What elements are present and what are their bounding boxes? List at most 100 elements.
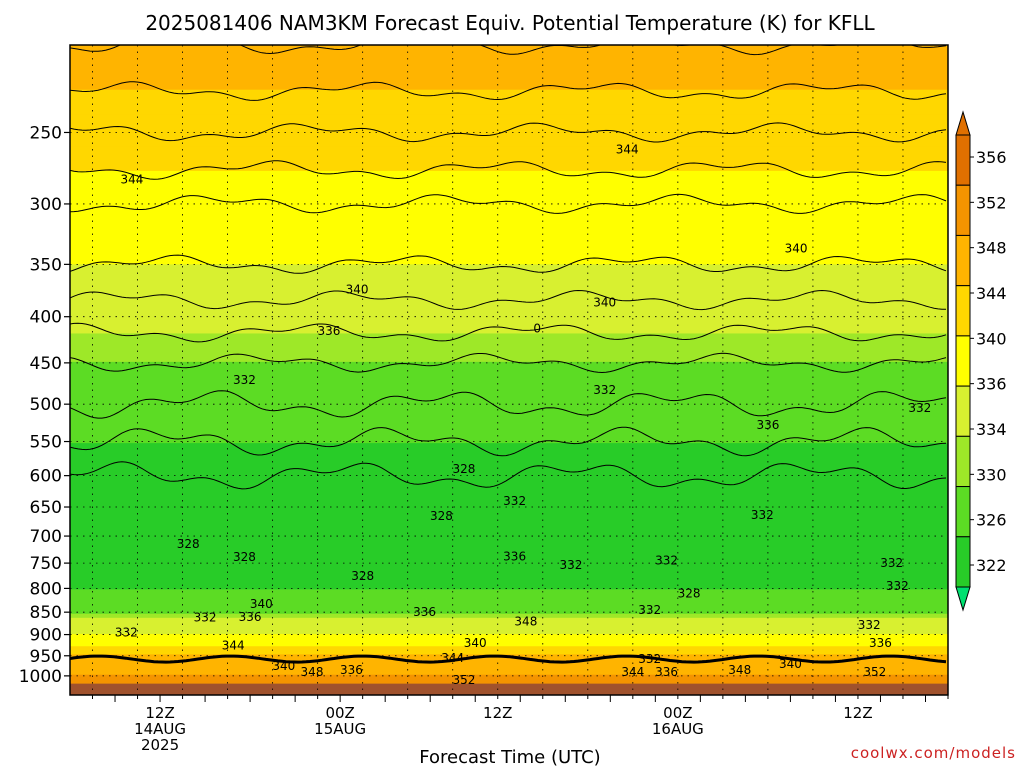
theta-e-band <box>70 569 948 574</box>
theta-e-band <box>70 556 948 562</box>
theta-e-band <box>70 288 948 294</box>
contour-line <box>70 193 947 214</box>
theta-e-band <box>70 621 948 627</box>
theta-e-band <box>70 207 948 213</box>
contour-label: 336 <box>869 636 892 650</box>
colorbar-label: 352 <box>976 193 1007 212</box>
y-tick-label: 650 <box>30 498 62 518</box>
theta-e-band <box>70 390 948 395</box>
contour-label: 340 <box>779 657 802 671</box>
colorbar-cell <box>955 285 971 337</box>
contour-label: 336 <box>413 605 436 619</box>
y-tick-label: 700 <box>30 527 62 547</box>
theta-e-band <box>70 170 948 176</box>
contour-label: 332 <box>503 494 526 508</box>
theta-e-band <box>70 646 948 651</box>
theta-e-band <box>70 447 948 452</box>
theta-e-band <box>70 248 948 253</box>
y-tick-label: 1000 <box>19 667 62 687</box>
theta-e-band <box>70 105 948 111</box>
theta-e-band <box>70 642 948 647</box>
theta-e-band <box>70 378 948 383</box>
theta-e-band <box>70 110 948 115</box>
theta-e-band <box>70 300 948 306</box>
theta-e-band <box>70 536 948 542</box>
theta-e-band <box>70 552 948 558</box>
theta-e-band <box>70 183 948 188</box>
colorbar-label: 326 <box>976 511 1007 530</box>
theta-e-band <box>70 451 948 456</box>
contour-label: 344 <box>120 173 143 187</box>
theta-e-band <box>70 475 948 481</box>
theta-e-band <box>70 325 948 330</box>
theta-e-band <box>70 418 948 424</box>
theta-e-band <box>70 175 948 180</box>
theta-e-band <box>70 89 948 95</box>
colorbar-cell <box>955 234 971 287</box>
y-tick-label: 900 <box>30 626 62 646</box>
theta-e-band <box>70 609 948 615</box>
theta-e-band <box>70 630 948 635</box>
theta-e-band <box>70 292 948 298</box>
contour-label: 340 <box>464 636 487 650</box>
y-axis: 250 300 350 400 450 500 550 600 650 700 750 800 850 9… <box>19 123 70 687</box>
y-tick-label: 800 <box>30 579 62 599</box>
contour-line <box>70 289 946 311</box>
theta-e-band <box>70 142 948 148</box>
theta-e-band <box>70 284 948 290</box>
theta-e-band <box>70 414 948 420</box>
theta-e-band <box>70 426 948 432</box>
theta-e-band <box>70 467 948 473</box>
theta-e-band <box>70 93 948 99</box>
theta-e-band <box>70 231 948 237</box>
theta-e-band <box>70 305 948 310</box>
theta-e-band <box>70 430 948 436</box>
theta-e-band <box>70 223 948 229</box>
contour-label: 332 <box>233 373 256 387</box>
theta-e-band <box>70 211 948 217</box>
contour-label: 328 <box>351 569 374 583</box>
theta-e-band <box>70 240 948 245</box>
theta-e-band <box>70 520 948 525</box>
contour-label: 332 <box>751 508 774 522</box>
theta-e-band <box>70 617 948 623</box>
contour-label: 332 <box>115 625 138 639</box>
theta-e-band <box>70 101 948 107</box>
theta-e-band <box>70 138 948 144</box>
contour-label: 340 <box>272 659 295 673</box>
theta-e-band <box>70 512 948 517</box>
contour-label: 332 <box>194 611 217 625</box>
theta-e-band <box>70 158 948 164</box>
theta-e-band <box>70 601 948 607</box>
contour-lines <box>70 45 947 664</box>
theta-e-band <box>70 439 948 444</box>
colorbar-label: 348 <box>976 239 1007 258</box>
contour-label: 348 <box>514 614 537 628</box>
theta-e-band <box>70 81 948 87</box>
theta-e-band <box>70 548 948 554</box>
theta-e-band <box>70 227 948 233</box>
contour-label: 348 <box>728 663 751 677</box>
x-axis-label: Forecast Time (UTC) <box>419 747 600 768</box>
theta-e-band <box>70 162 948 168</box>
theta-e-band <box>70 662 948 668</box>
theta-e-band <box>70 463 948 469</box>
theta-e-band <box>70 317 948 322</box>
colorbar-label: 344 <box>976 284 1007 303</box>
theta-e-band <box>70 650 948 655</box>
theta-e-band <box>70 386 948 391</box>
theta-e-band <box>70 455 948 460</box>
theta-e-band <box>70 374 948 379</box>
theta-e-band <box>70 77 948 83</box>
theta-e-band <box>70 605 948 611</box>
theta-e-band <box>70 597 948 603</box>
colorbar-label: 334 <box>976 420 1007 439</box>
colorbar-label: 340 <box>976 329 1007 348</box>
theta-e-band <box>70 443 948 448</box>
contour-label: 332 <box>858 618 881 632</box>
x-tick-label: 12Z 14AUG 2025 <box>134 704 186 754</box>
contour-label: 344 <box>616 142 639 156</box>
theta-e-band <box>70 532 948 538</box>
theta-e-band <box>70 154 948 160</box>
y-tick-label: 850 <box>30 603 62 623</box>
